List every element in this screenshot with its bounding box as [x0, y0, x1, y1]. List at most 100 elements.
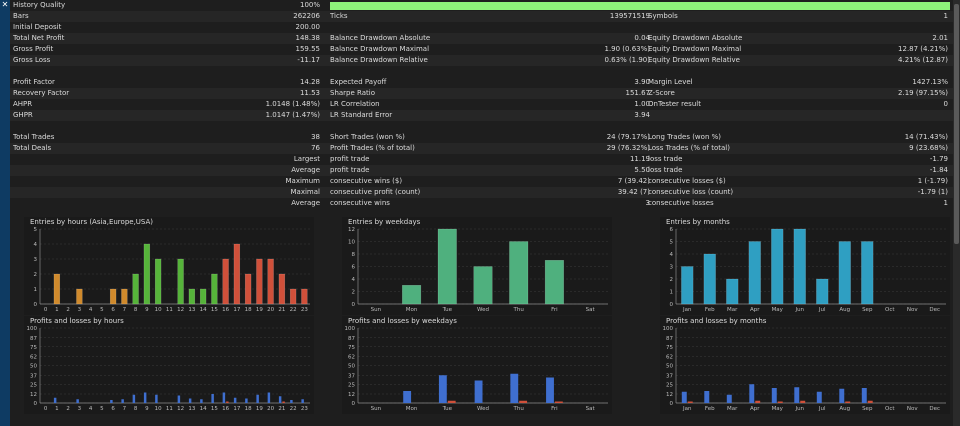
- bar: [53, 273, 61, 305]
- chart-panel: Profits and losses by months 0 12 25 37 50 62 7…: [660, 316, 950, 414]
- scrollbar-thumb[interactable]: [954, 4, 959, 244]
- bar: [509, 241, 529, 305]
- y-tick-label: 10: [348, 240, 355, 246]
- loss-bar: [282, 401, 285, 403]
- stat-value: 3.90: [634, 78, 650, 86]
- y-tick-label: 5: [670, 240, 674, 246]
- stat-label: consecutive wins ($): [330, 177, 403, 185]
- stat-value: 1.0148 (1.48%): [265, 100, 320, 108]
- y-tick-label: 100: [345, 326, 356, 332]
- x-tick-label: 2: [66, 406, 70, 412]
- y-tick-label: 6: [670, 227, 674, 233]
- stats-row: Average profit trade 5.50 loss trade -1.84: [10, 165, 953, 176]
- stat-value: 12.87 (4.21%): [898, 45, 948, 53]
- x-tick-label: 18: [245, 406, 252, 412]
- x-tick-label: 9: [145, 406, 149, 412]
- x-tick-label: 13: [188, 406, 195, 412]
- chart-title: Entries by weekdays: [348, 218, 421, 226]
- stats-row: Bars 262206 Ticks 139571519 Symbols 1: [10, 11, 953, 22]
- x-tick-label: 18: [245, 307, 252, 313]
- stat-label: Margin Level: [648, 78, 693, 86]
- bar: [861, 241, 874, 305]
- bar: [681, 266, 694, 305]
- stat-value: 11.53: [299, 89, 320, 97]
- stat-value: 1.90 (0.63%): [604, 45, 650, 53]
- x-tick-label: 15: [211, 307, 218, 313]
- profit-bar: [121, 399, 124, 403]
- x-tick-label: Apr: [750, 406, 760, 412]
- stat-label: Equity Drawdown Absolute: [648, 34, 743, 42]
- x-tick-label: Dec: [929, 307, 940, 313]
- stat-value: 9 (23.68%): [909, 144, 948, 152]
- x-tick-label: Oct: [885, 307, 895, 313]
- stat-value: Largest: [293, 155, 320, 163]
- x-tick-label: 14: [200, 307, 207, 313]
- x-tick-label: 3: [78, 406, 82, 412]
- bar: [816, 278, 829, 305]
- x-tick-label: Jan: [682, 406, 692, 412]
- x-tick-label: 6: [111, 406, 115, 412]
- x-tick-label: 20: [267, 307, 274, 313]
- stats-row: Total Deals 76 Profit Trades (% of total) 2…: [10, 143, 953, 154]
- bar: [199, 288, 207, 305]
- x-tick-label: 20: [267, 406, 274, 412]
- stat-value: Maximum: [285, 177, 321, 185]
- profit-bar: [155, 394, 158, 403]
- left-panel-strip: ✕: [0, 0, 10, 426]
- history-quality-bar: [330, 2, 950, 10]
- x-tick-label: Jul: [818, 406, 826, 412]
- stat-value: -1.79: [929, 155, 948, 163]
- vertical-scrollbar[interactable]: [953, 0, 960, 426]
- chart-title: Profits and losses by weekdays: [348, 317, 457, 325]
- stat-label: GHPR: [13, 111, 33, 119]
- close-icon[interactable]: ✕: [1, 0, 9, 9]
- stat-value: [808, 22, 948, 33]
- loss-bar: [755, 400, 761, 403]
- x-tick-label: Sun: [371, 406, 382, 412]
- stat-label: Total Net Profit: [13, 34, 65, 42]
- x-tick-label: 16: [222, 307, 229, 313]
- stats-row: Maximal consecutive profit (count) 39.42 (…: [10, 187, 953, 198]
- y-tick-label: 50: [348, 364, 355, 370]
- bar: [267, 258, 274, 305]
- stats-row: Initial Deposit 200.00: [10, 22, 953, 33]
- stat-value: 3: [645, 199, 650, 207]
- stat-label: LR Correlation: [330, 100, 380, 108]
- chart-svg: 0 12 25 37 50 62 75 87 100 Sun Mon Tue Wed Thu Fri Sat: [345, 326, 608, 412]
- x-tick-label: Jul: [818, 307, 826, 313]
- stat-label: Profit Factor: [13, 78, 55, 86]
- y-tick-label: 4: [670, 252, 674, 258]
- x-tick-label: 7: [123, 406, 127, 412]
- bar: [771, 228, 784, 305]
- profit-bar: [76, 399, 79, 403]
- stat-label: Symbols: [648, 12, 678, 20]
- y-tick-label: 1: [34, 287, 38, 293]
- stat-label: OnTester result: [648, 100, 701, 108]
- stat-label: AHPR: [13, 100, 33, 108]
- y-tick-label: 50: [666, 364, 673, 370]
- bar: [121, 288, 128, 305]
- chart-title: Entries by hours (Asia,Europe,USA): [30, 218, 154, 226]
- stat-label: profit trade: [330, 166, 370, 174]
- x-tick-label: 22: [290, 307, 297, 313]
- y-tick-label: 1: [670, 290, 674, 296]
- x-tick-label: 15: [211, 406, 218, 412]
- stats-row: AHPR 1.0148 (1.48%) LR Correlation 1.00 OnTe…: [10, 99, 953, 110]
- x-tick-label: 17: [233, 307, 240, 313]
- stat-label: consecutive losses: [648, 199, 714, 207]
- stat-label: Balance Drawdown Absolute: [330, 34, 431, 42]
- y-tick-label: 62: [348, 355, 355, 361]
- stat-value: 1427.13%: [912, 78, 948, 86]
- stat-label: loss trade: [648, 166, 683, 174]
- x-tick-label: 8: [134, 406, 138, 412]
- profit-bar: [143, 392, 147, 403]
- stat-label: Total Deals: [13, 144, 52, 152]
- profit-bar: [53, 397, 57, 403]
- stat-label: consecutive losses ($): [648, 177, 726, 185]
- profit-bar: [188, 398, 192, 403]
- x-tick-label: Mon: [406, 406, 418, 412]
- stats-row: Recovery Factor 11.53 Sharpe Ratio 151.67 Z-…: [10, 88, 953, 99]
- loss-bar: [226, 401, 229, 403]
- x-tick-label: Aug: [839, 406, 850, 412]
